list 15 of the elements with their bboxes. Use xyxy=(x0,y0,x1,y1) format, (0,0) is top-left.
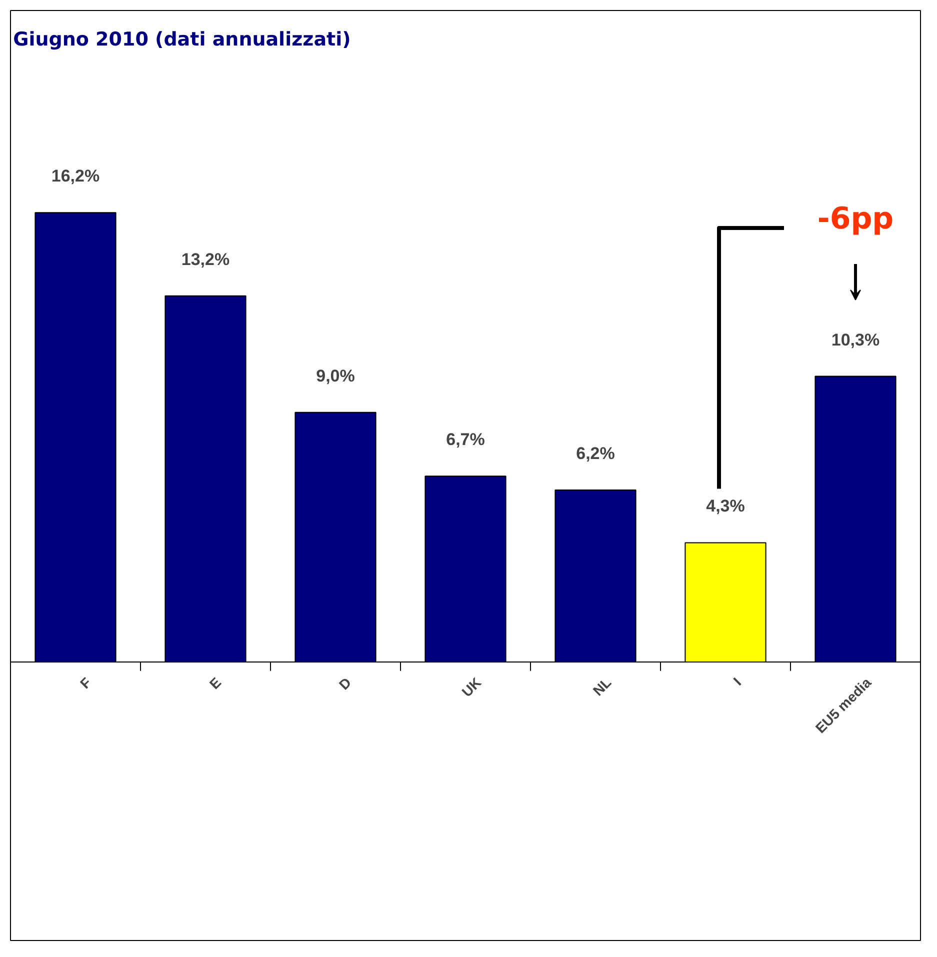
x-tick-label: NL xyxy=(590,674,614,699)
x-tick-label: I xyxy=(730,674,744,688)
data-label: 16,2% xyxy=(51,166,100,186)
annotation: -6pp xyxy=(817,202,894,237)
data-label: 6,7% xyxy=(446,430,485,450)
data-label: 4,3% xyxy=(706,496,745,516)
x-tick-label: D xyxy=(336,674,354,693)
chart-title: Giugno 2010 (dati annualizzati) xyxy=(13,28,351,50)
data-label: 9,0% xyxy=(316,366,355,386)
x-tick-label: F xyxy=(76,674,94,692)
x-tick-label: UK xyxy=(458,674,484,700)
data-label: 10,3% xyxy=(831,330,880,350)
x-tick-label: E xyxy=(206,674,224,692)
data-label: 13,2% xyxy=(181,250,230,269)
data-label: 6,2% xyxy=(576,444,615,464)
